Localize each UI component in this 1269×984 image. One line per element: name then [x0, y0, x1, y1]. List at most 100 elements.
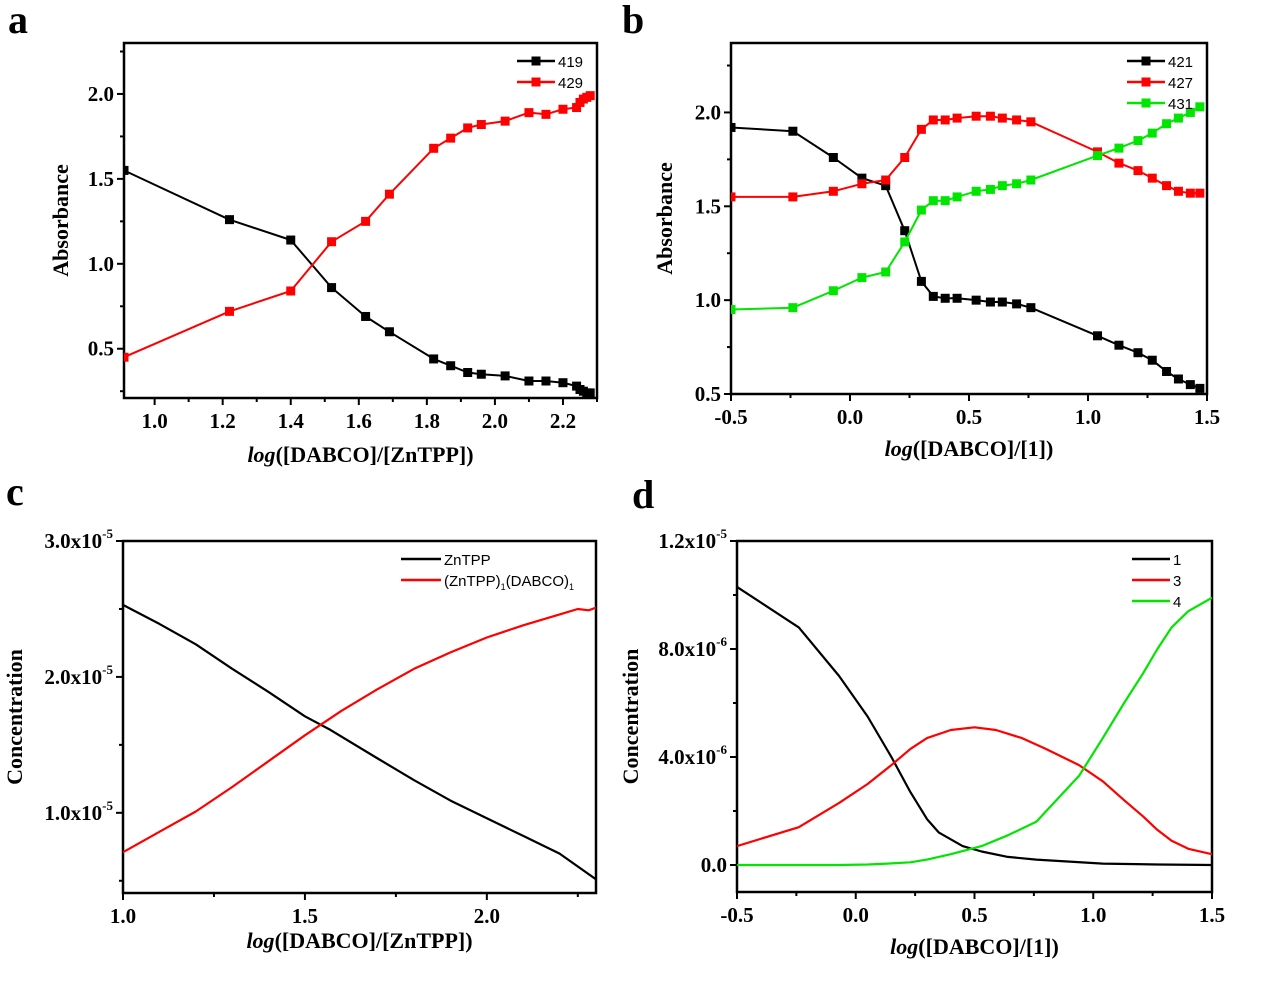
legend-swatch-marker [1141, 77, 1151, 87]
legend-label: ZnTPP [444, 552, 491, 569]
x-tick-label: 2.0 [474, 904, 500, 928]
legend-item: 429 [517, 75, 583, 92]
legend-swatch-marker [531, 56, 541, 66]
data-point [928, 291, 938, 301]
data-point [731, 192, 736, 202]
x-tick-label: 1.0 [142, 409, 168, 433]
data-point [1147, 128, 1157, 138]
x-axis-title-rest: ([DABCO]/[1]) [913, 436, 1054, 461]
legend-label: 1 [1173, 552, 1181, 569]
data-point [1162, 366, 1172, 376]
data-point [1185, 188, 1195, 198]
data-point [286, 286, 296, 296]
data-point [384, 327, 394, 337]
panel-b: b -0.5 0.0 0.5 1.0 1.5 0.5 1.0 1.5 2.0 Absorbance l… [622, 0, 1220, 461]
data-point [1012, 299, 1022, 309]
series-line-429 [124, 94, 591, 359]
series-line--zntpp-1-dabco-1 [123, 606, 596, 854]
y-tick-label: 2.0 [88, 82, 114, 106]
y-tick-mantissa: 1.0x10 [44, 801, 102, 825]
y-tick-label: 3.0x10-5 [44, 526, 113, 553]
x-tick-label: 1.0 [1080, 903, 1106, 927]
series-group [737, 585, 1212, 867]
y-tick-exponent: -5 [102, 526, 113, 541]
data-point [916, 276, 926, 286]
y-tick-label: 8.0x10-6 [658, 634, 727, 661]
x-axis-title-rest: ([DABCO]/[ZnTPP]) [275, 928, 473, 953]
x-axis-title-rest: ([DABCO]/[1]) [918, 934, 1059, 959]
data-point [731, 305, 736, 315]
data-point [997, 113, 1007, 123]
data-point [1185, 380, 1195, 390]
x-tick-label: 1.5 [1199, 903, 1225, 927]
data-point [286, 235, 296, 245]
plot-frame [122, 41, 599, 400]
x-axis-title-rest: ([DABCO]/[ZnTPP]) [276, 442, 474, 467]
x-tick-label: 1.5 [1194, 405, 1220, 429]
y-tick-label: 0.5 [695, 382, 721, 406]
data-point [928, 115, 938, 125]
data-point [1173, 186, 1183, 196]
panel-letter: b [622, 0, 644, 42]
x-axis-title-italic: log [885, 436, 913, 461]
data-point [446, 133, 456, 143]
series-line-3 [737, 726, 1212, 856]
y-tick-label: 0.0 [701, 853, 727, 877]
x-tick-label: 1.0 [1075, 405, 1101, 429]
x-tick-label: 2.2 [550, 409, 576, 433]
data-point [1012, 115, 1022, 125]
y-tick-label: 1.2x10-5 [658, 526, 727, 553]
plot-frame [121, 539, 598, 895]
data-point [463, 368, 473, 378]
series-line-427 [731, 115, 1200, 198]
data-point [985, 111, 995, 121]
data-point [971, 295, 981, 305]
x-axis-title: log([DABCO]/[ZnTPP]) [247, 442, 473, 467]
data-point [558, 378, 568, 388]
data-point [446, 361, 456, 371]
data-point [997, 181, 1007, 191]
data-point [1195, 188, 1205, 198]
data-point [971, 186, 981, 196]
data-point [585, 388, 595, 398]
data-point [828, 286, 838, 296]
data-point [1093, 151, 1103, 161]
x-tick-label: -0.5 [714, 405, 747, 429]
legend-label: 429 [558, 75, 583, 92]
x-tick-label: 0.5 [956, 405, 982, 429]
x-tick-label: 0.0 [843, 903, 869, 927]
data-point [1185, 107, 1195, 117]
legend-label-part: (DABCO) [506, 573, 569, 590]
data-point [1012, 179, 1022, 189]
legend-label: 3 [1173, 573, 1181, 590]
legend-item: 427 [1127, 75, 1193, 92]
data-point [541, 109, 551, 119]
y-tick-mantissa: 0.0 [701, 853, 727, 877]
data-point [224, 215, 234, 225]
legend-item: 1 [1132, 552, 1181, 569]
series-group [123, 603, 596, 881]
legend-label: (ZnTPP)1(DABCO)1 [444, 573, 574, 592]
y-tick-mantissa: 2.0x10 [44, 665, 102, 689]
data-point [1114, 143, 1124, 153]
legend-item: 419 [517, 54, 583, 71]
data-point [124, 352, 129, 362]
x-axis-title: log([DABCO]/[ZnTPP]) [246, 928, 472, 953]
data-point [500, 116, 510, 126]
y-tick-exponent: -6 [716, 742, 727, 757]
data-point [585, 91, 595, 101]
panel-c: c1.0 1.5 2.01.0x10-52.0x10-53.0x10-5Concen… [2, 469, 598, 953]
x-tick-label: 1.6 [346, 409, 372, 433]
data-point [940, 115, 950, 125]
data-point [900, 152, 910, 162]
x-tick-label: 1.5 [292, 904, 318, 928]
x-tick-label: 1.8 [414, 409, 440, 433]
data-point [476, 120, 486, 130]
y-tick-mantissa: 3.0x10 [44, 529, 102, 553]
y-tick-label: 1.0 [695, 288, 721, 312]
data-point [857, 273, 867, 283]
data-point [1114, 158, 1124, 168]
data-point [572, 103, 582, 113]
y-tick-mantissa: 8.0x10 [658, 637, 716, 661]
data-point [327, 283, 337, 293]
